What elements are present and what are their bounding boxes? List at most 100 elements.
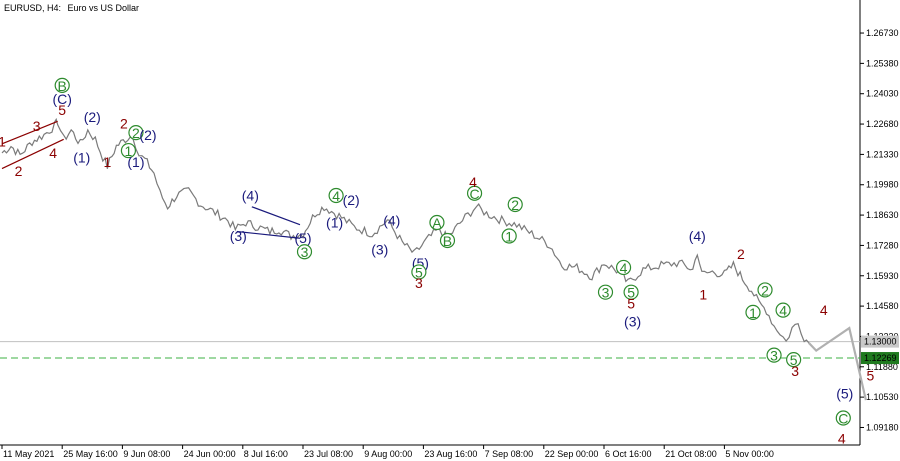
wave-label: (1) xyxy=(326,215,343,231)
wave-label: 1 xyxy=(749,305,757,321)
wave-label: 2 xyxy=(761,282,769,298)
wave-label-circle xyxy=(439,232,456,249)
wave-label: 4 xyxy=(469,174,477,190)
wave-label-circle xyxy=(745,304,761,320)
wave-label: 2 xyxy=(120,116,128,132)
price-badge-label: 1.13000 xyxy=(864,337,897,347)
wave-label-circle xyxy=(296,244,313,260)
wave-label: (2) xyxy=(139,127,156,143)
y-tick-label: 1.25380 xyxy=(866,58,899,68)
wave-label-circle xyxy=(615,259,632,276)
wave-label: C xyxy=(838,411,848,427)
wave-label-circle xyxy=(775,302,791,318)
price-badge xyxy=(861,352,899,365)
wave-label-circle xyxy=(54,77,70,94)
y-tick-label: 1.14580 xyxy=(866,301,899,311)
wave-label: (1) xyxy=(127,154,144,170)
wave-label: (2) xyxy=(84,109,101,125)
y-tick-label: 1.22680 xyxy=(866,119,899,129)
wave-label: 3 xyxy=(33,118,41,134)
wave-label: 1 xyxy=(505,228,513,244)
wave-label: (1) xyxy=(73,149,90,165)
y-tick-label: 1.11880 xyxy=(866,362,898,372)
wave-label: (4) xyxy=(689,228,706,244)
trendline xyxy=(236,230,301,239)
wave-label: (5) xyxy=(836,385,853,401)
wave-label: (3) xyxy=(230,228,247,244)
wave-label: 1 xyxy=(125,143,133,159)
wave-label: 3 xyxy=(602,285,610,301)
wave-label-circle xyxy=(757,282,773,298)
wave-label: 2 xyxy=(132,125,140,141)
forecast-path xyxy=(807,326,867,401)
wave-label: 3 xyxy=(301,244,309,260)
wave-label: 2 xyxy=(15,163,23,179)
symbol-label: EURUSD, H4: xyxy=(4,3,62,13)
price-badge xyxy=(861,335,899,348)
wave-label: (4) xyxy=(242,188,259,204)
wave-label-circle xyxy=(411,264,427,280)
wave-label: A xyxy=(432,215,442,231)
wave-label: (3) xyxy=(371,241,388,257)
price-badge-label: 1.12269 xyxy=(864,353,897,363)
wave-label: 4 xyxy=(838,430,846,446)
x-tick-label: 7 Sep 08:00 xyxy=(485,449,534,459)
trendline xyxy=(1,138,64,170)
wave-label: 5 xyxy=(627,285,635,301)
wave-label-circle xyxy=(786,351,802,368)
y-tick-label: 1.24030 xyxy=(866,89,899,99)
wave-label: 5 xyxy=(790,352,798,368)
wave-label: 3 xyxy=(791,363,799,379)
wave-label: 3 xyxy=(770,348,778,364)
wave-label: 5 xyxy=(627,295,635,311)
x-tick-label: 23 Aug 16:00 xyxy=(424,449,477,459)
wave-label: 1 xyxy=(699,286,707,302)
wave-label: 4 xyxy=(332,188,340,204)
y-tick-label: 1.17280 xyxy=(866,240,899,250)
wave-label-circle xyxy=(328,187,344,204)
wave-label-circle xyxy=(766,347,782,363)
trendline xyxy=(251,206,301,226)
wave-label: 4 xyxy=(779,303,787,319)
x-tick-label: 25 May 16:00 xyxy=(63,449,118,459)
y-tick-label: 1.26730 xyxy=(866,28,899,38)
wave-label: B xyxy=(443,233,452,249)
x-tick-label: 11 May 2021 xyxy=(3,449,54,459)
x-tick-label: 24 Jun 00:00 xyxy=(184,449,236,459)
wave-label: 4 xyxy=(620,260,628,276)
wave-label: 1 xyxy=(103,154,111,170)
wave-label: 2 xyxy=(737,246,745,262)
x-tick-label: 9 Jun 08:00 xyxy=(123,449,170,459)
y-tick-label: 1.18630 xyxy=(866,210,899,220)
wave-label-circle xyxy=(128,125,144,141)
x-tick-label: 8 Jul 16:00 xyxy=(244,449,288,459)
wave-label-circle xyxy=(501,228,517,244)
wave-label-circle xyxy=(597,284,614,300)
wave-label: 3 xyxy=(415,275,423,291)
wave-label-circle xyxy=(120,142,137,159)
y-tick-label: 1.10530 xyxy=(866,392,899,402)
wave-label: (3) xyxy=(624,313,641,329)
chart-header: EURUSD, H4: Euro vs US Dollar xyxy=(4,3,139,13)
x-tick-label: 5 Nov 00:00 xyxy=(725,449,774,459)
wave-label: 4 xyxy=(820,302,828,318)
wave-label: 2 xyxy=(511,197,519,213)
wave-label-circle xyxy=(466,185,483,201)
x-tick-label: 6 Oct 16:00 xyxy=(605,449,652,459)
wave-label: (4) xyxy=(383,212,400,228)
wave-label-circle xyxy=(507,196,523,213)
x-tick-label: 23 Jul 08:00 xyxy=(304,449,353,459)
x-tick-label: 22 Sep 00:00 xyxy=(545,449,599,459)
trendline xyxy=(1,120,58,145)
y-tick-label: 1.19980 xyxy=(866,180,899,190)
wave-label: 5 xyxy=(866,367,874,383)
wave-label: 1 xyxy=(0,134,6,150)
x-tick-label: 21 Oct 08:00 xyxy=(665,449,717,459)
wave-label: 5 xyxy=(58,102,66,118)
y-tick-label: 1.15930 xyxy=(866,271,899,281)
y-tick-label: 1.21330 xyxy=(866,149,899,159)
wave-label: (C) xyxy=(52,91,71,107)
y-tick-label: 1.09180 xyxy=(866,422,899,432)
